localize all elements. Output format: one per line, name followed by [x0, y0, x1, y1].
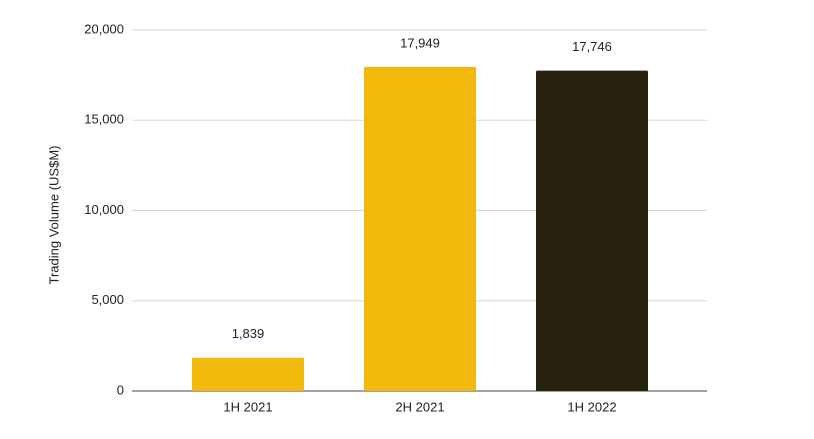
bar: [536, 70, 648, 392]
x-tick-label: 1H 2021: [223, 399, 272, 414]
y-tick-label: 5,000: [91, 292, 124, 307]
bar: [364, 67, 476, 391]
data-label: 1,839: [232, 326, 265, 341]
x-tick-label: 2H 2021: [395, 399, 444, 414]
x-tick-label: 1H 2022: [567, 399, 616, 414]
data-label: 17,746: [572, 39, 612, 54]
data-label: 17,949: [400, 35, 440, 50]
bar: [192, 357, 304, 391]
y-tick-label: 20,000: [84, 21, 124, 36]
y-tick-label: 0: [117, 382, 124, 397]
y-axis-label: Trading Volume (US$M): [46, 146, 61, 285]
y-tick-label: 10,000: [84, 202, 124, 217]
y-tick-label: 15,000: [84, 112, 124, 127]
